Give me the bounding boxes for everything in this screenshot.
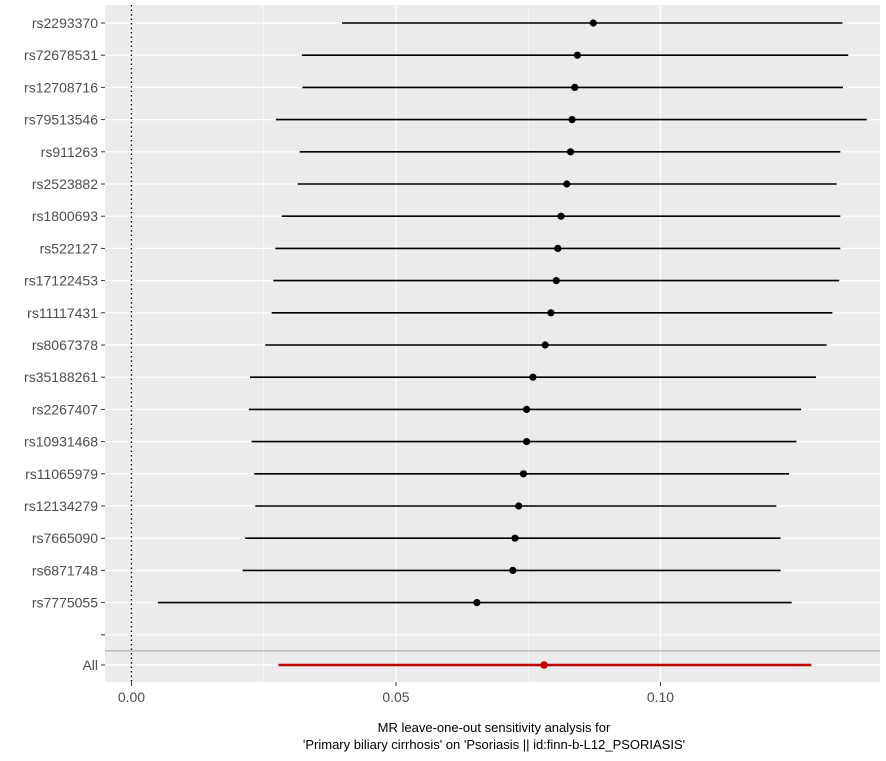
- snp-row: [251, 438, 797, 446]
- point-estimate: [541, 341, 549, 349]
- y-tick-label: rs1800693: [32, 208, 98, 224]
- snp-rows: [157, 19, 867, 607]
- point-estimate: [529, 373, 537, 381]
- point-estimate: [554, 244, 562, 252]
- snp-row: [302, 83, 843, 91]
- y-tick-label: rs8067378: [32, 337, 98, 353]
- x-axis: 0.00 0.05 0.10: [118, 682, 674, 705]
- snp-row: [249, 373, 816, 381]
- y-axis-labels: rs2293370 rs72678531 rs12708716 rs79513546 r…: [24, 15, 105, 673]
- point-estimate: [571, 83, 579, 91]
- plot-panel: [105, 5, 880, 682]
- y-tick-label: rs12708716: [24, 79, 98, 95]
- snp-row: [275, 244, 841, 252]
- snp-row: [242, 566, 781, 575]
- y-tick-label: rs2293370: [32, 15, 98, 31]
- snp-row: [157, 599, 792, 607]
- x-tick-label: 0.05: [382, 689, 409, 705]
- point-estimate: [547, 309, 555, 317]
- y-tick-label: rs12134279: [24, 498, 98, 514]
- y-tick-label: rs522127: [40, 240, 99, 256]
- point-estimate: [511, 534, 519, 542]
- point-estimate: [568, 116, 576, 124]
- y-tick-label: rs10931468: [24, 434, 98, 450]
- y-tick-label: rs6871748: [32, 562, 98, 578]
- snp-row: [299, 148, 841, 156]
- point-estimate: [552, 277, 560, 285]
- y-tick-label: rs7665090: [32, 530, 98, 546]
- point-estimate: [523, 405, 531, 413]
- snp-row: [341, 19, 843, 27]
- x-axis-title-line1: MR leave-one-out sensitivity analysis fo…: [378, 720, 611, 735]
- snp-row: [254, 470, 790, 478]
- point-estimate: [523, 438, 531, 446]
- snp-row: [255, 502, 777, 510]
- snp-row: [297, 180, 837, 188]
- y-tick-label: rs2523882: [32, 176, 98, 192]
- x-tick-label: 0.00: [118, 689, 145, 705]
- y-tick-label: rs79513546: [24, 112, 98, 128]
- y-tick-label: rs11117431: [27, 305, 98, 321]
- y-tick-label: rs72678531: [24, 47, 98, 63]
- y-tick-label: rs2267407: [32, 401, 98, 417]
- summary-point: [540, 661, 548, 669]
- point-estimate: [519, 470, 528, 478]
- snp-row: [248, 405, 802, 413]
- snp-row: [265, 341, 827, 349]
- point-estimate: [573, 51, 582, 59]
- snp-row: [281, 212, 841, 220]
- point-estimate: [515, 502, 523, 510]
- snp-row: [275, 116, 867, 124]
- y-tick-label: rs7775055: [32, 595, 98, 611]
- x-axis-title-line2: 'Primary biliary cirrhosis' on 'Psoriasi…: [303, 737, 685, 752]
- point-estimate: [566, 148, 575, 156]
- y-tick-label: rs35188261: [24, 369, 98, 385]
- y-tick-label: rs17122453: [24, 273, 98, 289]
- point-estimate: [509, 566, 517, 575]
- y-tick-label: rs11065979: [25, 466, 98, 482]
- summary-row: [278, 661, 812, 669]
- point-estimate: [557, 212, 565, 220]
- x-tick-label: 0.10: [647, 689, 674, 705]
- point-estimate: [563, 180, 571, 188]
- snp-row: [301, 51, 849, 59]
- point-estimate: [589, 19, 597, 27]
- point-estimate: [473, 599, 481, 607]
- snp-row: [245, 534, 781, 542]
- snp-row: [273, 277, 840, 285]
- y-tick-label-summary: All: [82, 657, 98, 673]
- snp-row: [271, 309, 833, 317]
- y-tick-label: rs911263: [41, 144, 99, 160]
